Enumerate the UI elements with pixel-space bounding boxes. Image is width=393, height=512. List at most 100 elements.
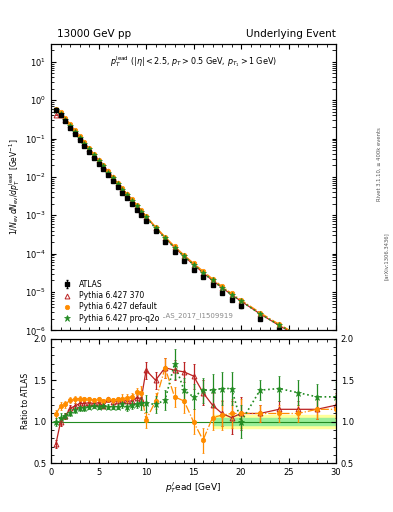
Pythia 6.427 pro-q2o xyxy=(258,311,263,317)
Pythia 6.427 370 xyxy=(239,298,243,304)
Pythia 6.427 370 xyxy=(277,323,281,329)
Pythia 6.427 default xyxy=(153,224,158,230)
Pythia 6.427 370 xyxy=(125,191,129,198)
Pythia 6.427 370 xyxy=(296,333,300,339)
Pythia 6.427 pro-q2o xyxy=(53,107,58,113)
Pythia 6.427 default xyxy=(115,180,120,186)
Pythia 6.427 pro-q2o xyxy=(153,225,158,231)
Pythia 6.427 370 xyxy=(63,117,68,123)
Pythia 6.427 default xyxy=(229,290,234,296)
Pythia 6.427 default xyxy=(315,343,320,349)
X-axis label: $p_T^{l}$ead [GeV]: $p_T^{l}$ead [GeV] xyxy=(165,480,222,495)
Pythia 6.427 370 xyxy=(153,224,158,230)
Pythia 6.427 pro-q2o xyxy=(101,163,106,169)
Pythia 6.427 pro-q2o xyxy=(82,141,87,147)
Pythia 6.427 pro-q2o xyxy=(220,285,224,291)
Pythia 6.427 370 xyxy=(87,146,92,152)
Pythia 6.427 pro-q2o xyxy=(58,111,63,117)
Pythia 6.427 pro-q2o xyxy=(277,322,281,328)
Text: Underlying Event: Underlying Event xyxy=(246,29,336,39)
Pythia 6.427 default xyxy=(77,133,82,139)
Pythia 6.427 pro-q2o xyxy=(210,278,215,284)
Pythia 6.427 pro-q2o xyxy=(63,117,68,123)
Pythia 6.427 pro-q2o xyxy=(334,353,338,359)
Pythia 6.427 default xyxy=(163,234,167,240)
Pythia 6.427 370 xyxy=(72,128,77,134)
Pythia 6.427 pro-q2o xyxy=(134,203,139,209)
Y-axis label: Ratio to ATLAS: Ratio to ATLAS xyxy=(21,373,30,429)
Pythia 6.427 default xyxy=(191,260,196,266)
Line: Pythia 6.427 pro-q2o: Pythia 6.427 pro-q2o xyxy=(53,107,339,359)
Pythia 6.427 370 xyxy=(191,262,196,268)
Pythia 6.427 default xyxy=(92,151,96,157)
Pythia 6.427 default xyxy=(239,297,243,303)
Pythia 6.427 370 xyxy=(58,112,63,118)
Pythia 6.427 default xyxy=(125,191,129,197)
Pythia 6.427 pro-q2o xyxy=(106,169,110,176)
Pythia 6.427 default xyxy=(144,213,149,219)
Pythia 6.427 370 xyxy=(68,122,72,129)
Pythia 6.427 pro-q2o xyxy=(110,175,115,181)
Pythia 6.427 pro-q2o xyxy=(120,186,125,193)
Pythia 6.427 default xyxy=(63,115,68,121)
Pythia 6.427 default xyxy=(277,321,281,327)
Pythia 6.427 pro-q2o xyxy=(68,123,72,129)
Pythia 6.427 default xyxy=(110,174,115,180)
Pythia 6.427 pro-q2o xyxy=(182,253,186,260)
Line: Pythia 6.427 default: Pythia 6.427 default xyxy=(53,106,338,358)
Pythia 6.427 default xyxy=(172,243,177,249)
Pythia 6.427 pro-q2o xyxy=(229,292,234,298)
Pythia 6.427 default xyxy=(82,139,87,145)
Pythia 6.427 pro-q2o xyxy=(139,209,144,215)
Pythia 6.427 default xyxy=(106,168,110,175)
Pythia 6.427 default xyxy=(68,121,72,127)
Pythia 6.427 pro-q2o xyxy=(129,198,134,204)
Pythia 6.427 370 xyxy=(210,278,215,284)
Pythia 6.427 default xyxy=(220,283,224,289)
Pythia 6.427 pro-q2o xyxy=(315,343,320,349)
Pythia 6.427 370 xyxy=(129,197,134,203)
Pythia 6.427 default xyxy=(258,310,263,316)
Legend: ATLAS, Pythia 6.427 370, Pythia 6.427 default, Pythia 6.427 pro-q2o: ATLAS, Pythia 6.427 370, Pythia 6.427 de… xyxy=(55,276,163,327)
Pythia 6.427 default xyxy=(201,268,206,274)
Text: Rivet 3.1.10, ≥ 400k events: Rivet 3.1.10, ≥ 400k events xyxy=(377,127,382,201)
Pythia 6.427 370 xyxy=(258,311,263,317)
Text: ATLAS_2017_I1509919: ATLAS_2017_I1509919 xyxy=(154,312,233,319)
Pythia 6.427 pro-q2o xyxy=(239,298,243,304)
Pythia 6.427 370 xyxy=(53,113,58,119)
Pythia 6.427 370 xyxy=(139,208,144,214)
Pythia 6.427 370 xyxy=(96,157,101,163)
Pythia 6.427 default xyxy=(334,353,338,359)
Pythia 6.427 370 xyxy=(92,152,96,158)
Y-axis label: $1/N_{\rm ev}\, dN_{\rm ev}/dp_T^{\rm lead}$ [GeV$^{-1}$]: $1/N_{\rm ev}\, dN_{\rm ev}/dp_T^{\rm le… xyxy=(7,139,22,235)
Pythia 6.427 370 xyxy=(315,344,320,350)
Line: Pythia 6.427 370: Pythia 6.427 370 xyxy=(53,112,338,359)
Pythia 6.427 pro-q2o xyxy=(87,146,92,153)
Pythia 6.427 default xyxy=(101,162,106,168)
Pythia 6.427 default xyxy=(53,105,58,112)
Pythia 6.427 370 xyxy=(163,234,167,241)
Pythia 6.427 pro-q2o xyxy=(115,181,120,187)
Pythia 6.427 default xyxy=(139,207,144,214)
Pythia 6.427 370 xyxy=(110,175,115,181)
Pythia 6.427 370 xyxy=(334,354,338,360)
Pythia 6.427 370 xyxy=(220,285,224,291)
Pythia 6.427 pro-q2o xyxy=(296,332,300,338)
Pythia 6.427 default xyxy=(182,252,186,258)
Text: $p_T^{\rm lead}$ ($|\eta| < 2.5$, $p_T > 0.5$ GeV, $p_{T_1} > 1$ GeV): $p_T^{\rm lead}$ ($|\eta| < 2.5$, $p_T >… xyxy=(110,54,277,69)
Pythia 6.427 370 xyxy=(115,180,120,186)
Pythia 6.427 default xyxy=(210,276,215,282)
Pythia 6.427 370 xyxy=(77,134,82,140)
Pythia 6.427 370 xyxy=(182,253,186,260)
Pythia 6.427 default xyxy=(129,196,134,202)
Pythia 6.427 370 xyxy=(101,163,106,169)
Pythia 6.427 pro-q2o xyxy=(144,215,149,221)
Pythia 6.427 pro-q2o xyxy=(191,262,196,268)
Pythia 6.427 370 xyxy=(120,186,125,192)
Text: 13000 GeV pp: 13000 GeV pp xyxy=(57,29,131,39)
Pythia 6.427 default xyxy=(134,202,139,208)
Pythia 6.427 370 xyxy=(229,292,234,298)
Pythia 6.427 pro-q2o xyxy=(201,270,206,276)
Pythia 6.427 pro-q2o xyxy=(72,129,77,135)
Pythia 6.427 370 xyxy=(106,168,110,175)
